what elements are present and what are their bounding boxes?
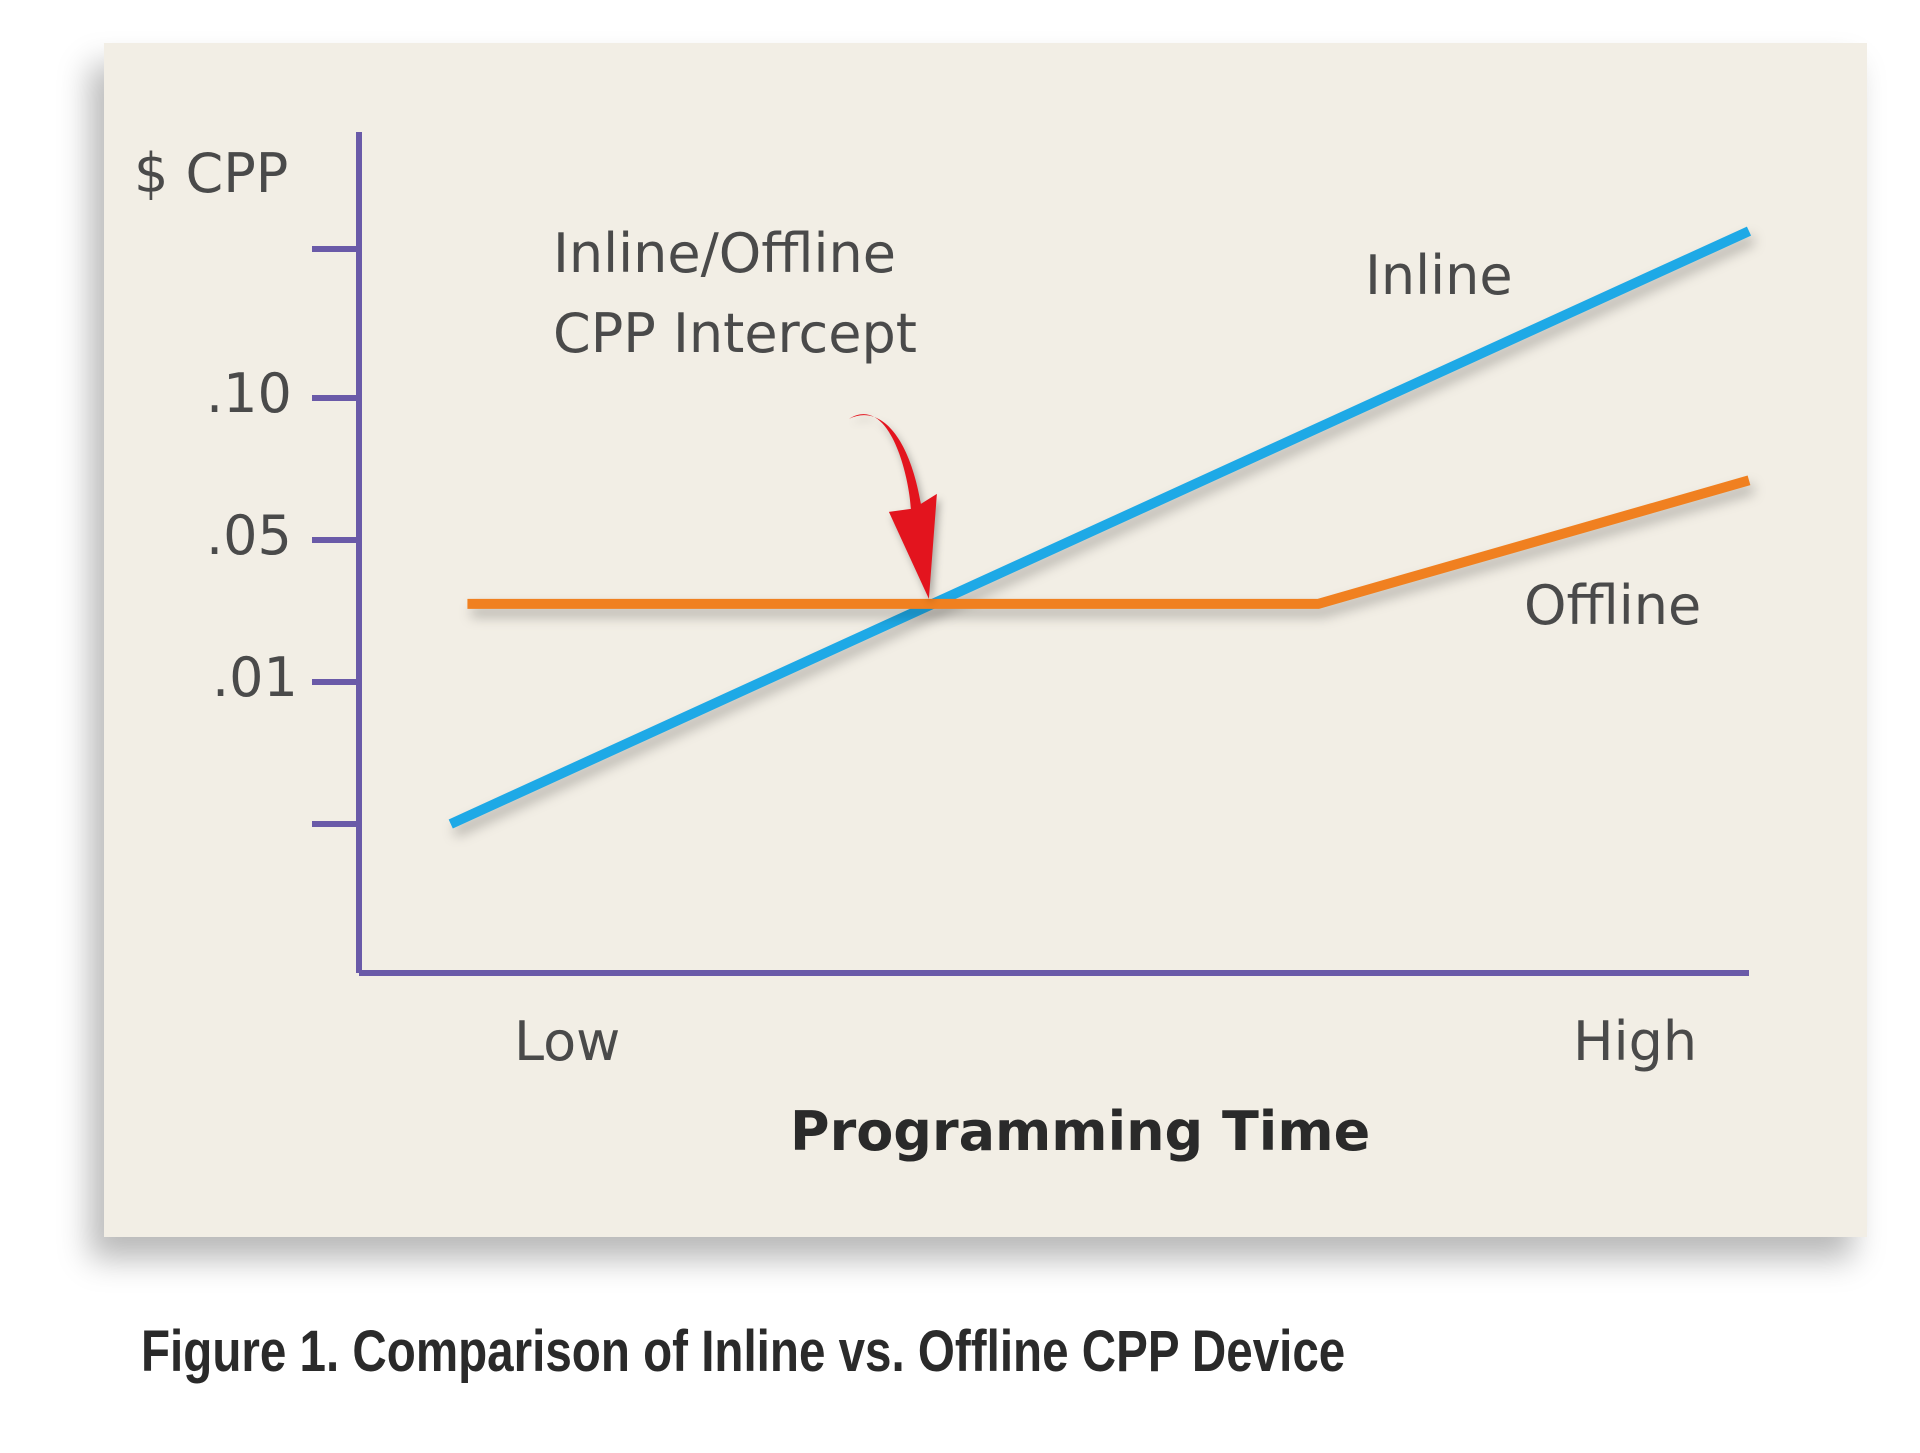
y-tick-label-01: .01 xyxy=(212,646,298,709)
figure-caption: Figure 1. Comparison of Inline vs. Offli… xyxy=(141,1319,1346,1384)
x-tick-label-high: High xyxy=(1573,1010,1698,1073)
annotation-line-1: Inline/Offline xyxy=(553,222,896,285)
series-line-inline xyxy=(448,226,1752,829)
series-line-offline xyxy=(467,475,1751,609)
x-tick-label-low: Low xyxy=(514,1010,621,1073)
chart-card xyxy=(104,43,1867,1237)
annotation-line-2: CPP Intercept xyxy=(553,302,917,365)
x-axis-label: Programming Time xyxy=(790,1100,1371,1163)
series-label-inline: Inline xyxy=(1365,244,1513,307)
y-tick-label-05: .05 xyxy=(206,504,292,567)
series-label-offline: Offline xyxy=(1524,574,1702,637)
y-tick-label-10: .10 xyxy=(206,362,292,425)
y-axis-label: $ CPP xyxy=(134,142,289,205)
intercept-arrow-icon xyxy=(848,414,937,599)
